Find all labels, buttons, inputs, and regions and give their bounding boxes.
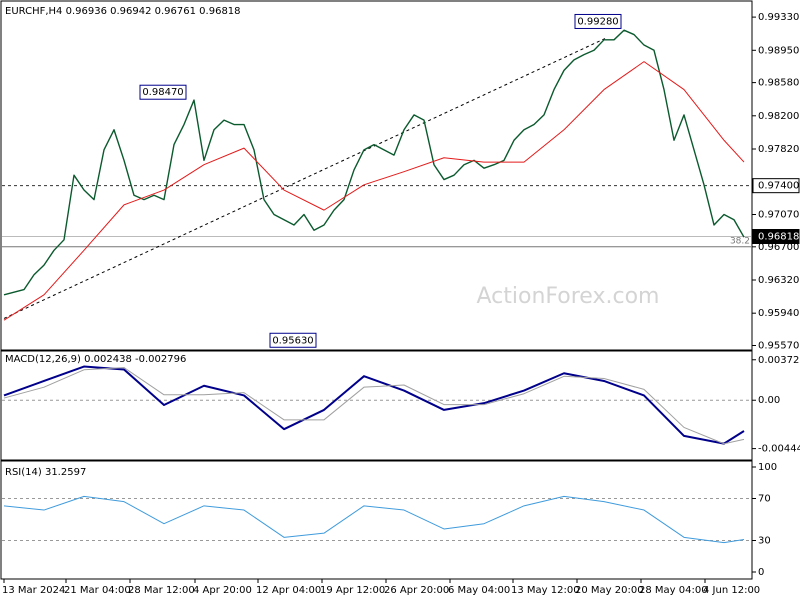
y-tick-label: 0.98580 — [758, 78, 799, 89]
x-tick-label: 26 Apr 20:00 — [384, 585, 449, 596]
series-line — [3, 61, 745, 321]
x-tick-label: 13 May 12:00 — [511, 585, 580, 596]
x-tick-label: 4 Jun 12:00 — [703, 585, 760, 596]
panel-title: EURCHF,H4 0.96936 0.96942 0.96761 0.9681… — [5, 6, 241, 17]
y-tick-label: 0.98950 — [758, 45, 799, 56]
price-tag — [752, 229, 800, 245]
y-tick-label: 30 — [758, 536, 771, 547]
fib-label: 38.2 — [730, 236, 750, 246]
annotation-label: 0.98470 — [142, 87, 183, 98]
x-tick-label: 4 Apr 20:00 — [193, 585, 252, 596]
y-tick-label: 0.97820 — [758, 144, 799, 155]
price-tag-label: 0.96818 — [758, 232, 799, 243]
macd-panel — [0, 350, 753, 461]
annotation-label: 0.99280 — [577, 16, 618, 27]
y-tick-label: 0 — [758, 567, 764, 578]
y-tick-label: 0.96320 — [758, 275, 799, 286]
x-tick-label: 13 Mar 2024 — [2, 585, 65, 596]
series-line — [3, 367, 745, 445]
series-line — [3, 495, 745, 544]
rsi-panel — [0, 460, 753, 580]
price-tag-label: 0.97400 — [758, 181, 799, 192]
panel-title: MACD(12,26,9) 0.002438 -0.002796 — [5, 354, 186, 365]
x-tick-label: 19 Apr 12:00 — [320, 585, 385, 596]
x-tick-label: 12 Apr 04:00 — [256, 585, 321, 596]
y-tick-label: 100 — [758, 462, 777, 473]
series-line — [3, 365, 745, 445]
watermark: ActionForex.com — [477, 284, 660, 309]
annotation-box — [139, 84, 187, 100]
y-tick-label: 0.95570 — [758, 341, 799, 352]
y-tick-label: 0.00372 — [758, 355, 799, 366]
x-tick-label: 28 May 04:00 — [639, 585, 708, 596]
annotation-box — [269, 332, 317, 348]
x-tick-label: 28 Mar 12:00 — [128, 585, 195, 596]
y-tick-label: 0.96700 — [758, 242, 799, 253]
price-panel — [0, 0, 753, 351]
y-tick-label: 0.98200 — [758, 111, 799, 122]
annotation-box — [574, 13, 622, 29]
series-line — [3, 29, 745, 296]
trendline — [3, 37, 607, 319]
y-tick-label: 0.99330 — [758, 12, 799, 23]
x-tick-label: 20 May 20:00 — [575, 585, 644, 596]
price-tag — [752, 178, 800, 194]
y-tick-label: 70 — [758, 494, 771, 505]
y-tick-label: -0.004447 — [758, 444, 800, 455]
x-tick-label: 21 Mar 04:00 — [64, 585, 131, 596]
annotation-label: 0.95630 — [272, 335, 313, 346]
y-tick-label: 0.95940 — [758, 308, 799, 319]
panel-title: RSI(14) 31.2597 — [5, 467, 86, 478]
x-tick-label: 6 May 04:00 — [448, 585, 510, 596]
y-tick-label: 0.00 — [758, 395, 780, 406]
y-tick-label: 0.97070 — [758, 209, 799, 220]
